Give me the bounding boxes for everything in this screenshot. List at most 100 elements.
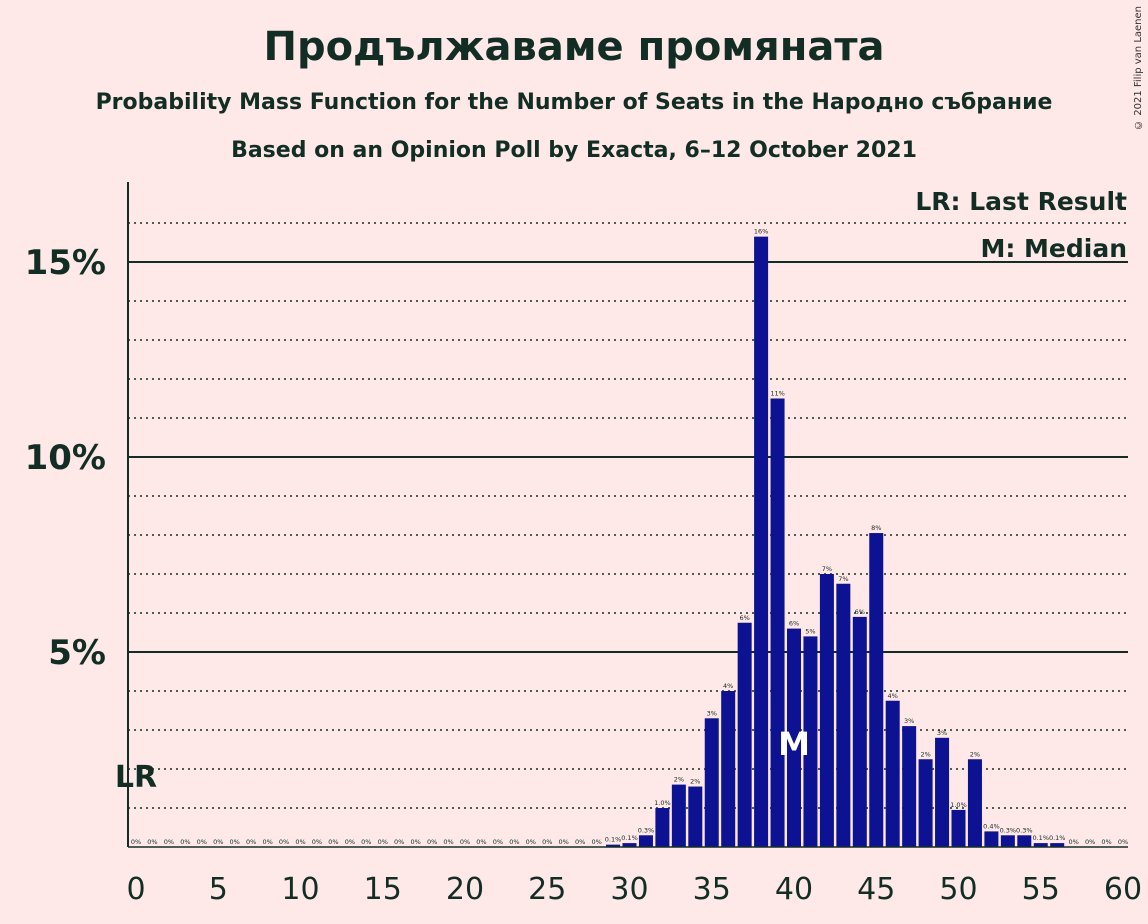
data-label: 0% <box>213 838 223 846</box>
x-tick-label: 60 <box>1104 872 1142 907</box>
data-label: 6% <box>739 614 749 622</box>
bar-seat-50 <box>951 809 966 847</box>
x-tick-label: 10 <box>281 872 319 907</box>
bar-seat-53 <box>1000 835 1015 847</box>
data-label: 6% <box>855 608 865 616</box>
data-label: 0.3% <box>638 826 655 834</box>
data-label: 0% <box>295 838 305 846</box>
bar-seat-49 <box>935 737 950 847</box>
data-label: 0.1% <box>1049 834 1066 842</box>
data-label: 0% <box>131 838 141 846</box>
data-label: 0% <box>345 838 355 846</box>
bar-seat-42 <box>819 574 834 847</box>
data-label: 0.4% <box>983 822 1000 830</box>
data-label: 0% <box>312 838 322 846</box>
chart-subtitle: Probability Mass Function for the Number… <box>95 90 1053 115</box>
data-label: 7% <box>822 565 832 573</box>
data-label: 4% <box>888 692 898 700</box>
data-label: 6% <box>789 620 799 628</box>
data-label: 0% <box>526 838 536 846</box>
bar-seat-52 <box>984 831 999 847</box>
data-label: 0.1% <box>621 834 638 842</box>
bar-seat-33 <box>671 784 686 847</box>
x-tick-label: 0 <box>126 872 145 907</box>
data-label: 1.0% <box>654 799 671 807</box>
data-label: 4% <box>723 682 733 690</box>
data-label: 1.0% <box>950 801 967 809</box>
bar-seat-38 <box>754 236 769 847</box>
legend-last-result: LR: Last Result <box>915 187 1127 216</box>
x-tick-label: 20 <box>446 872 484 907</box>
data-label: 0% <box>246 838 256 846</box>
x-tick-label: 45 <box>857 872 895 907</box>
x-tick-label: 25 <box>528 872 566 907</box>
data-label: 3% <box>707 709 717 717</box>
data-label: 0% <box>509 838 519 846</box>
data-label: 0% <box>427 838 437 846</box>
bar-seat-39 <box>770 398 785 847</box>
data-label: 0% <box>394 838 404 846</box>
bar-seat-51 <box>967 759 982 847</box>
bar-seat-46 <box>885 700 900 847</box>
x-tick-label: 15 <box>364 872 402 907</box>
bar-seat-48 <box>918 759 933 847</box>
bar-seat-55 <box>1033 843 1048 847</box>
bar-seat-31 <box>638 835 653 847</box>
chart-subtitle-2: Based on an Opinion Poll by Exacta, 6–12… <box>231 138 917 163</box>
bar-seat-54 <box>1017 835 1032 847</box>
chart-title: Продължаваме промяната <box>263 24 885 70</box>
bar-seat-43 <box>836 583 851 847</box>
bar-seat-34 <box>688 786 703 847</box>
legend-median: M: Median <box>980 234 1127 263</box>
data-label: 0.3% <box>1016 826 1033 834</box>
data-label: 0% <box>1085 838 1095 846</box>
x-tick-label: 55 <box>1022 872 1060 907</box>
median-marker: M <box>778 725 810 763</box>
data-label: 0% <box>1068 838 1078 846</box>
data-label: 0% <box>262 838 272 846</box>
x-tick-label: 50 <box>939 872 977 907</box>
data-label: 0% <box>1101 838 1111 846</box>
data-label: 0% <box>542 838 552 846</box>
data-label: 2% <box>970 750 980 758</box>
x-tick-label: 5 <box>209 872 228 907</box>
bar-seat-29 <box>606 844 621 847</box>
bar-seat-41 <box>803 636 818 847</box>
data-label: 11% <box>770 390 784 398</box>
bar-seat-44 <box>852 616 867 847</box>
data-label: 2% <box>920 750 930 758</box>
data-label: 0% <box>147 838 157 846</box>
data-label: 0% <box>197 838 207 846</box>
bar-seat-40 <box>787 628 801 847</box>
data-label: 0% <box>180 838 190 846</box>
data-label: 0.1% <box>605 836 622 844</box>
data-label: 0% <box>559 838 569 846</box>
data-label: 16% <box>754 228 768 236</box>
bar-seat-36 <box>721 691 736 847</box>
x-tick-label: 40 <box>775 872 813 907</box>
data-label: 0.1% <box>1032 834 1049 842</box>
bar-seat-37 <box>737 622 752 847</box>
data-label: 0% <box>328 838 338 846</box>
x-tick-label: 35 <box>693 872 731 907</box>
data-label: 0% <box>164 838 174 846</box>
y-tick-label: 5% <box>48 633 106 673</box>
bar-seat-56 <box>1050 843 1065 847</box>
x-tick-label: 30 <box>610 872 648 907</box>
data-label: 5% <box>805 627 815 635</box>
data-label: 0% <box>591 838 601 846</box>
data-label: 0% <box>378 838 388 846</box>
bar-seat-35 <box>704 718 719 847</box>
data-label: 3% <box>904 717 914 725</box>
data-label: 0% <box>410 838 420 846</box>
bar-seat-30 <box>622 843 637 847</box>
data-label: 2% <box>674 776 684 784</box>
data-label: 0% <box>493 838 503 846</box>
bar-seat-47 <box>902 726 917 847</box>
data-label: 0% <box>460 838 470 846</box>
data-label: 0% <box>230 838 240 846</box>
data-label: 7% <box>838 575 848 583</box>
bar-seat-45 <box>869 533 884 847</box>
